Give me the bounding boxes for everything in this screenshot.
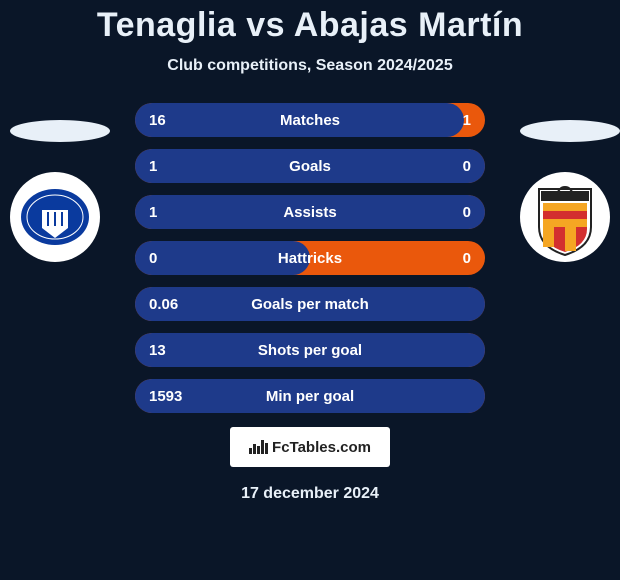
team-right-platform	[520, 120, 620, 142]
stat-label: Min per goal	[219, 388, 401, 405]
page-title: Tenaglia vs Abajas Martín	[0, 6, 620, 45]
stat-row: 0.06Goals per match	[135, 287, 485, 321]
stat-right-value: 1	[401, 112, 471, 129]
branding-text: FcTables.com	[272, 439, 371, 456]
stat-label: Assists	[219, 204, 401, 221]
stat-label: Goals	[219, 158, 401, 175]
team-left-crest	[10, 172, 100, 262]
stat-row: 1Goals0	[135, 149, 485, 183]
chart-icon	[249, 440, 268, 454]
alaves-crest-icon	[20, 182, 90, 252]
team-right-column	[520, 120, 610, 262]
stat-label: Goals per match	[219, 296, 401, 313]
stat-label: Hattricks	[219, 250, 401, 267]
page-subtitle: Club competitions, Season 2024/2025	[0, 57, 620, 75]
valencia-crest-icon	[529, 177, 601, 257]
team-left-platform	[10, 120, 110, 142]
stat-right-value: 0	[401, 158, 471, 175]
stat-row: 1593Min per goal	[135, 379, 485, 413]
stat-label: Matches	[219, 112, 401, 129]
date-label: 17 december 2024	[0, 485, 620, 503]
stat-row: 16Matches1	[135, 103, 485, 137]
stat-left-value: 1	[149, 158, 219, 175]
branding-logo: FcTables.com	[249, 439, 371, 456]
branding-box: FcTables.com	[230, 427, 390, 467]
stat-left-value: 1	[149, 204, 219, 221]
stat-row: 13Shots per goal	[135, 333, 485, 367]
stats-container: 16Matches11Goals01Assists00Hattricks00.0…	[135, 103, 485, 413]
stat-right-value: 0	[401, 204, 471, 221]
stat-label: Shots per goal	[219, 342, 401, 359]
team-right-crest	[520, 172, 610, 262]
stat-row: 0Hattricks0	[135, 241, 485, 275]
stat-left-value: 16	[149, 112, 219, 129]
stat-left-value: 0.06	[149, 296, 219, 313]
stat-left-value: 13	[149, 342, 219, 359]
stat-right-value: 0	[401, 250, 471, 267]
stat-left-value: 0	[149, 250, 219, 267]
team-left-column	[10, 120, 100, 262]
stat-left-value: 1593	[149, 388, 219, 405]
stat-row: 1Assists0	[135, 195, 485, 229]
